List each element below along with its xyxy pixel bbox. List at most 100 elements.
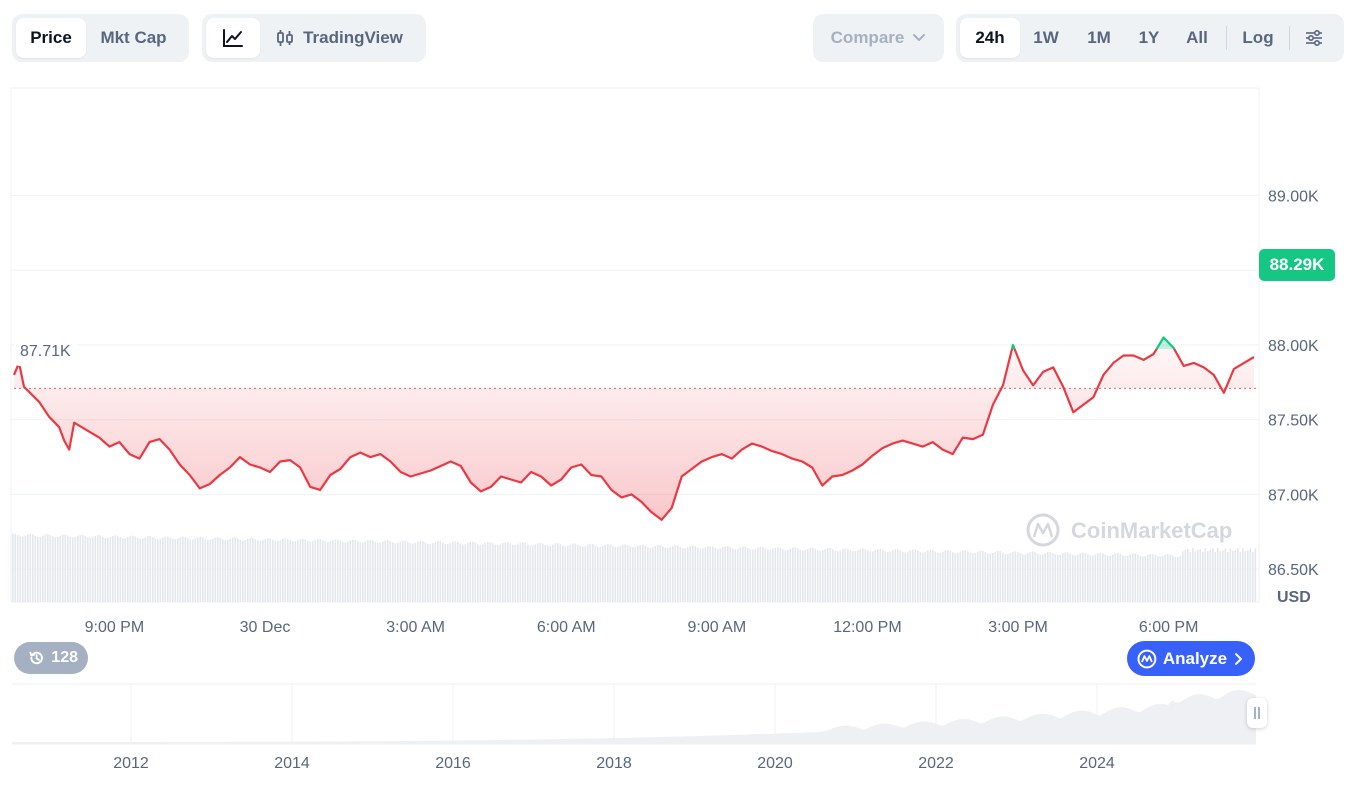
volume-bar <box>212 538 214 602</box>
volume-bar <box>407 541 409 602</box>
volume-bar <box>477 544 479 602</box>
volume-bar <box>647 547 649 602</box>
volume-bar <box>89 537 92 602</box>
volume-bar <box>684 548 687 602</box>
volume-bar <box>197 537 199 602</box>
volume-bar <box>1089 555 1092 602</box>
volume-bar <box>1147 554 1149 602</box>
volume-bar <box>97 535 99 602</box>
volume-bar <box>859 549 862 602</box>
volume-bar <box>889 551 892 602</box>
volume-bar <box>969 552 972 602</box>
volume-bar <box>277 541 279 602</box>
overview-drag-handle[interactable] <box>1247 698 1267 728</box>
volume-bar <box>517 544 519 602</box>
volume-bar <box>659 545 662 602</box>
volume-bar <box>219 537 222 602</box>
volume-bar <box>349 540 352 602</box>
volume-bar <box>37 536 39 602</box>
volume-bar <box>677 545 679 602</box>
history-overview[interactable] <box>12 683 1256 745</box>
volume-bar <box>479 544 482 602</box>
volume-bar <box>1234 550 1237 602</box>
compare-dropdown[interactable]: Compare <box>813 14 944 62</box>
volume-bar <box>1179 556 1182 602</box>
x-tick-label: 6:00 AM <box>537 619 596 636</box>
range-1w[interactable]: 1W <box>1033 28 1059 47</box>
analyze-button[interactable]: Analyze <box>1127 641 1255 676</box>
current-price-value: 88.29K <box>1269 255 1325 274</box>
metric-toggle: Price Mkt Cap <box>12 14 189 62</box>
volume-bar <box>627 545 629 602</box>
volume-bar <box>67 535 69 602</box>
volume-bar <box>69 536 72 602</box>
volume-bar <box>1037 553 1039 602</box>
volume-bar <box>429 543 432 602</box>
range-all[interactable]: All <box>1186 28 1208 47</box>
volume-bar <box>877 549 879 602</box>
volume-bar <box>1062 553 1064 602</box>
volume-bar <box>17 535 19 602</box>
volume-bar <box>327 542 329 602</box>
volume-bar <box>1124 556 1127 602</box>
volume-bar <box>1097 553 1099 602</box>
volume-bar <box>907 551 909 602</box>
log-scale-toggle[interactable]: Log <box>1242 28 1274 47</box>
range-1m[interactable]: 1M <box>1087 28 1111 47</box>
volume-bar <box>1034 552 1037 602</box>
volume-bar <box>239 539 242 602</box>
volume-bar <box>1217 548 1219 602</box>
volume-bar <box>532 545 534 602</box>
volume-bar <box>904 552 907 602</box>
volume-bar <box>934 551 937 602</box>
volume-bar <box>249 537 252 602</box>
volume-bar <box>622 544 624 602</box>
volume-bar <box>719 548 722 602</box>
history-icon <box>29 651 43 665</box>
volume-bar <box>587 544 589 602</box>
volume-bar <box>884 551 887 602</box>
volume-bar <box>472 541 474 602</box>
mktcap-tab[interactable]: Mkt Cap <box>100 28 167 47</box>
volume-bar <box>979 550 982 602</box>
volume-bar <box>727 546 729 602</box>
settings-button[interactable] <box>1294 18 1334 58</box>
volume-bar <box>337 539 339 602</box>
volume-bar <box>974 553 977 602</box>
range-1y[interactable]: 1Y <box>1138 28 1160 47</box>
volume-bar <box>169 537 172 602</box>
volume-bar <box>1214 551 1217 602</box>
volume-bar <box>459 543 462 602</box>
line-chart-button[interactable] <box>206 18 260 58</box>
volume-bar <box>207 539 209 602</box>
volume-bar <box>782 549 784 602</box>
volume-bar <box>1172 555 1174 602</box>
volume-bar <box>1012 551 1014 602</box>
volume-bar <box>187 538 189 602</box>
volume-bar <box>107 538 109 602</box>
volume-bar <box>899 550 902 602</box>
volume-bar <box>897 549 899 602</box>
volume-bar <box>369 539 372 602</box>
history-count-badge[interactable]: 128 <box>14 642 88 674</box>
volume-bar <box>619 545 622 602</box>
volume-bar <box>1139 555 1142 602</box>
volume-bar <box>1069 553 1072 602</box>
tradingview-button[interactable]: TradingView <box>260 18 418 58</box>
volume-bar <box>1154 555 1157 602</box>
volume-bar <box>139 538 142 602</box>
volume-bar <box>762 547 764 602</box>
volume-bar <box>24 535 27 602</box>
volume-bar <box>692 545 694 602</box>
volume-bar <box>1127 555 1129 602</box>
volume-bar <box>947 550 949 602</box>
volume-bar <box>1184 549 1187 602</box>
price-tab[interactable]: Price <box>16 18 86 58</box>
volume-bar <box>1169 554 1172 602</box>
range-24h[interactable]: 24h <box>960 18 1020 58</box>
volume-bar <box>294 541 297 602</box>
volume-bar <box>617 546 619 602</box>
volume-bar <box>809 547 812 602</box>
volume-bar <box>1129 554 1132 602</box>
